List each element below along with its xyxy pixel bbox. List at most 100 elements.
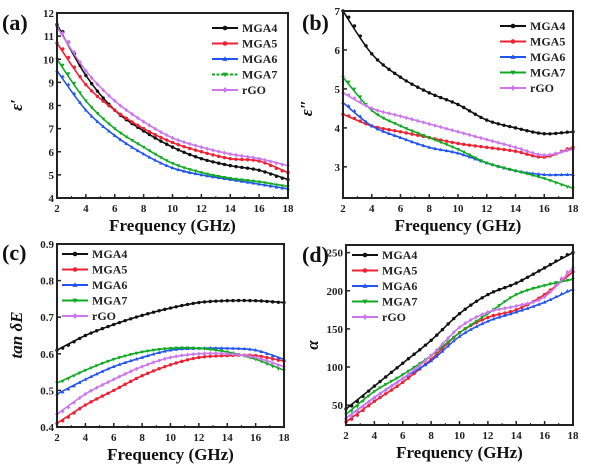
data-point-mga6 — [559, 291, 564, 295]
series-rgo — [344, 265, 575, 421]
data-point-mga6 — [525, 306, 530, 310]
x-tick-label: 6 — [112, 203, 118, 215]
data-point-mga7 — [199, 171, 204, 175]
series-mga4 — [341, 9, 575, 136]
data-point-rgo — [497, 306, 502, 312]
data-point-mga4 — [531, 272, 535, 276]
data-point-mga6 — [265, 351, 269, 356]
x-tick-label: 14 — [511, 430, 523, 442]
data-point-mga5 — [89, 89, 94, 93]
data-point-mga4 — [531, 130, 535, 134]
data-point-mga7 — [94, 364, 99, 368]
data-point-mga7 — [446, 340, 451, 344]
data-point-mga5 — [208, 354, 212, 358]
data-point-mga6 — [95, 119, 100, 123]
data-point-mga6 — [141, 152, 146, 156]
data-point-rgo — [147, 123, 152, 128]
data-point-mga6 — [474, 324, 479, 328]
data-point-mga4 — [381, 63, 385, 67]
data-point-mga7 — [168, 346, 173, 351]
data-point-mga4 — [446, 322, 450, 326]
data-point-mga6 — [480, 321, 485, 326]
legend-label: MGA5 — [382, 264, 417, 278]
data-point-rgo — [412, 367, 416, 373]
data-point-rgo — [513, 145, 518, 150]
data-point-mga7 — [153, 152, 158, 157]
data-point-mga5 — [182, 144, 186, 149]
x-tick-label: 4 — [83, 432, 89, 444]
panel-d: 2 4 6 8 10 12 14 16 18 50 100 150 200 250 Frequency (G… — [302, 242, 579, 462]
data-point-mga4 — [364, 44, 368, 48]
data-point-mga7 — [118, 131, 123, 135]
data-point-mga4 — [214, 299, 218, 303]
data-point-mga7 — [208, 347, 213, 352]
data-point-rgo — [159, 129, 163, 135]
data-point-mga7 — [234, 177, 238, 182]
data-point-mga5 — [199, 150, 204, 154]
legend-label: MGA7 — [530, 66, 565, 80]
data-point-mga6 — [565, 289, 570, 293]
data-point-mga7 — [349, 409, 354, 414]
data-point-rgo — [565, 148, 570, 153]
data-point-mga5 — [214, 354, 218, 358]
data-point-mga7 — [548, 282, 553, 286]
data-point-mga5 — [174, 361, 178, 365]
data-point-rgo — [141, 119, 146, 124]
series-mga5 — [55, 353, 286, 426]
data-point-rgo — [193, 143, 198, 148]
legend-item-mga4: MGA4 — [62, 247, 127, 261]
data-point-mga7 — [66, 377, 71, 381]
data-point-mga5 — [485, 145, 489, 150]
data-point-mga5 — [147, 130, 152, 134]
data-point-mga7 — [270, 365, 275, 369]
data-point-mga7 — [369, 108, 374, 113]
legend-marker — [222, 72, 228, 78]
data-point-mga5 — [95, 397, 99, 401]
data-point-mga7 — [72, 374, 76, 378]
legend-item-mga6: MGA6 — [500, 50, 565, 64]
data-point-mga6 — [542, 172, 547, 176]
data-point-mga4 — [89, 331, 93, 335]
data-point-mga7 — [162, 347, 167, 351]
data-point-mga4 — [423, 343, 428, 347]
data-point-mga7 — [134, 351, 139, 356]
data-point-mga4 — [491, 290, 496, 294]
legend-item-mga5: MGA5 — [62, 263, 127, 277]
data-point-rgo — [415, 118, 420, 124]
data-point-mga6 — [497, 315, 502, 319]
x-tick-label: 2 — [54, 203, 60, 215]
data-point-mga4 — [163, 307, 167, 312]
data-point-rgo — [536, 152, 541, 157]
data-point-mga6 — [84, 108, 88, 112]
x-tick-label: 12 — [482, 430, 494, 442]
data-point-rgo — [542, 294, 547, 300]
data-point-mga4 — [439, 95, 443, 100]
data-point-mga5 — [202, 355, 207, 359]
data-point-rgo — [179, 353, 184, 358]
data-point-rgo — [118, 103, 123, 108]
data-point-mga5 — [191, 356, 195, 361]
data-point-mga4 — [410, 82, 414, 86]
data-point-mga6 — [187, 170, 192, 174]
data-point-mga6 — [162, 349, 167, 353]
data-point-mga6 — [72, 383, 76, 388]
data-point-rgo — [185, 352, 190, 357]
data-point-rgo — [130, 111, 134, 117]
x-tick-label: 16 — [539, 430, 551, 442]
data-point-rgo — [231, 351, 235, 357]
legend-item-mga6: MGA6 — [352, 279, 417, 293]
data-point-rgo — [450, 128, 455, 133]
legend-label: MGA6 — [382, 279, 417, 293]
data-point-rgo — [375, 108, 380, 113]
data-point-mga6 — [358, 114, 363, 118]
data-point-mga4 — [502, 123, 506, 127]
legend-label: MGA7 — [382, 295, 417, 309]
data-point-mga6 — [193, 171, 198, 176]
y-tick-label: 4 — [335, 123, 341, 135]
data-point-mga6 — [392, 133, 397, 137]
panel-c: 2 4 6 8 10 12 14 16 18 0.4 0.5 0.6 0.7 0.8 0.9 Frequenc… — [2, 239, 290, 464]
data-point-rgo — [434, 347, 439, 353]
y-tick-label: 50 — [332, 400, 344, 412]
